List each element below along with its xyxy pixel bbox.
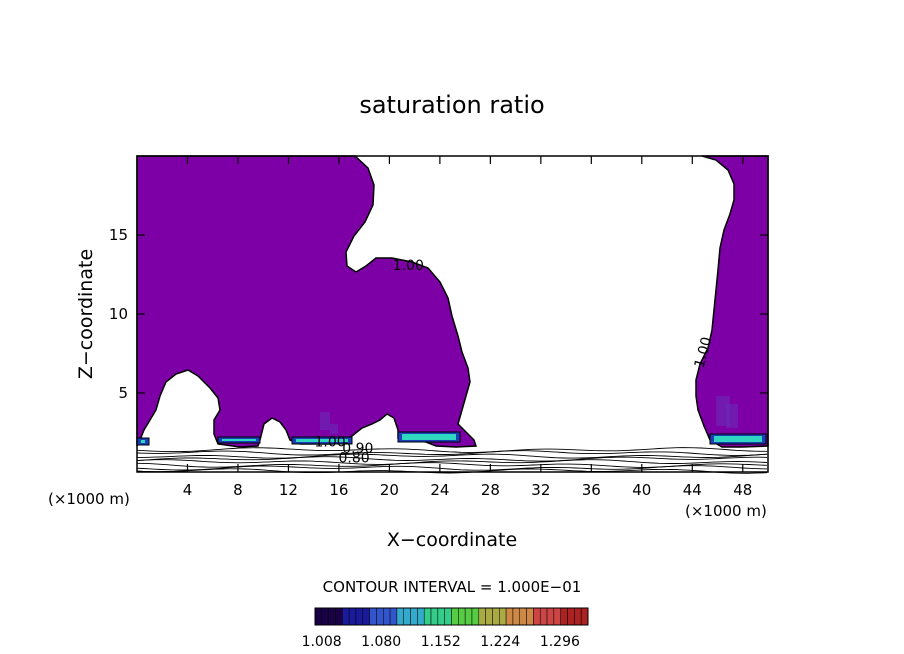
inner-contour-texture bbox=[726, 404, 738, 428]
cloud-base-patch-inner bbox=[222, 439, 256, 441]
y-tick-label: 5 bbox=[118, 384, 128, 402]
colorbar-segment bbox=[546, 607, 555, 626]
colorbar-segment bbox=[458, 607, 466, 626]
x-axis-unit-right: (×1000 m) bbox=[685, 502, 767, 520]
colorbar-tick-label: 1.296 bbox=[540, 634, 580, 650]
x-axis-ticks: 4 8 12 16 20 24 28 32 36 40 44 48 bbox=[183, 156, 752, 499]
x-tick-label: 44 bbox=[683, 481, 702, 499]
contour-labels: 1.001.001.000.900.80 bbox=[315, 258, 716, 467]
colorbar-segment bbox=[539, 607, 548, 626]
colorbar-tick-label: 1.008 bbox=[302, 634, 342, 650]
colorbar-segment bbox=[512, 607, 520, 626]
colorbar-segment bbox=[471, 607, 480, 626]
colorbar bbox=[314, 607, 589, 626]
x-tick-label: 32 bbox=[531, 481, 550, 499]
cloud-base-patch-inner bbox=[296, 439, 348, 442]
colorbar-segment bbox=[526, 607, 534, 626]
surface-contour-line bbox=[136, 456, 768, 462]
colorbar-frame bbox=[314, 607, 589, 626]
y-axis-ticks: 5 10 15 bbox=[109, 226, 768, 402]
contour-label: 0.90 bbox=[342, 441, 373, 457]
x-tick-label: 8 bbox=[233, 481, 243, 499]
y-tick-label: 10 bbox=[109, 305, 128, 323]
colorbar-segment bbox=[369, 607, 377, 626]
contour-label: 0.80 bbox=[338, 451, 369, 467]
colorbar-segment bbox=[444, 607, 452, 626]
colorbar-segment bbox=[376, 607, 384, 626]
cloud-base-patch-inner bbox=[714, 436, 762, 442]
colorbar-tick-label: 1.152 bbox=[421, 634, 461, 650]
colorbar-segment bbox=[355, 607, 364, 626]
colorbar-segment bbox=[580, 607, 589, 626]
colorbar-segment bbox=[403, 607, 411, 626]
high-saturation-patches bbox=[136, 396, 767, 446]
contour-interval-text: CONTOUR INTERVAL = 1.000E−01 bbox=[323, 578, 582, 596]
saturation-region-right bbox=[695, 155, 769, 448]
colorbar-segment bbox=[492, 607, 500, 626]
colorbar-segment bbox=[505, 607, 514, 626]
contour-label: 1.00 bbox=[393, 258, 424, 274]
colorbar-segment bbox=[478, 607, 486, 626]
chart-title: saturation ratio bbox=[359, 91, 544, 119]
inner-contour-texture bbox=[320, 412, 330, 430]
x-tick-label: 28 bbox=[481, 481, 500, 499]
colorbar-segment bbox=[389, 607, 398, 626]
colorbar-segment bbox=[451, 607, 459, 626]
colorbar-segment bbox=[560, 607, 568, 626]
colorbar-segment bbox=[362, 607, 370, 626]
surface-contour-line bbox=[136, 450, 768, 456]
surface-contour-line bbox=[136, 465, 768, 471]
surface-contour-line bbox=[136, 468, 768, 474]
colorbar-segment bbox=[533, 607, 541, 626]
cloud-base-patch-inner bbox=[141, 440, 145, 443]
saturation-fill-region bbox=[136, 155, 769, 448]
surface-contour-line bbox=[136, 447, 767, 453]
colorbar-segment bbox=[348, 607, 357, 626]
x-tick-label: 48 bbox=[733, 481, 752, 499]
colorbar-segment bbox=[321, 607, 329, 626]
colorbar-segment bbox=[519, 607, 527, 626]
x-tick-label: 40 bbox=[632, 481, 651, 499]
surface-contour-line bbox=[136, 459, 768, 465]
y-axis-label: Z−coordinate bbox=[75, 249, 97, 379]
contour-lines bbox=[136, 447, 768, 474]
saturation-region-left bbox=[136, 155, 478, 448]
y-tick-label: 15 bbox=[109, 226, 128, 244]
colorbar-tick-label: 1.224 bbox=[480, 634, 520, 650]
contour-label: 1.00 bbox=[692, 335, 716, 369]
colorbar-segment bbox=[567, 607, 575, 626]
colorbar-segment bbox=[430, 607, 439, 626]
colorbar-tick-labels: 1.008 1.080 1.152 1.224 1.296 bbox=[302, 634, 580, 650]
x-axis-unit-left: (×1000 m) bbox=[48, 490, 130, 508]
colorbar-segment bbox=[485, 607, 493, 626]
x-axis-label: X−coordinate bbox=[387, 529, 517, 551]
colorbar-segment bbox=[335, 607, 343, 626]
colorbar-segment bbox=[417, 607, 425, 626]
x-tick-label: 4 bbox=[183, 481, 193, 499]
colorbar-segment bbox=[328, 607, 336, 626]
colorbar-segment bbox=[396, 607, 404, 626]
colorbar-tick-label: 1.080 bbox=[361, 634, 401, 650]
colorbar-segment bbox=[383, 607, 391, 626]
colorbar-segment bbox=[464, 607, 473, 626]
colorbar-segment bbox=[314, 607, 323, 626]
x-tick-label: 24 bbox=[430, 481, 449, 499]
colorbar-segment bbox=[410, 607, 418, 626]
colorbar-segment bbox=[342, 607, 350, 626]
colorbar-segment bbox=[499, 607, 507, 626]
colorbar-segment bbox=[553, 607, 561, 626]
surface-contour-line bbox=[137, 453, 768, 459]
colorbar-segment bbox=[574, 607, 582, 626]
x-tick-label: 12 bbox=[279, 481, 298, 499]
colorbar-segment bbox=[423, 607, 432, 626]
x-tick-label: 16 bbox=[329, 481, 348, 499]
x-tick-label: 20 bbox=[380, 481, 399, 499]
cloud-base-patch-inner bbox=[402, 434, 456, 440]
colorbar-segment bbox=[437, 607, 445, 626]
inner-contour-texture bbox=[330, 424, 338, 434]
contour-label: 1.00 bbox=[315, 435, 346, 451]
x-tick-label: 36 bbox=[582, 481, 601, 499]
